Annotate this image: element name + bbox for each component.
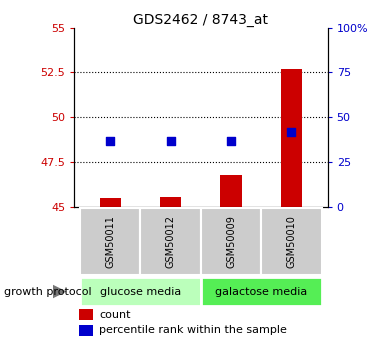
- Bar: [220, 175, 241, 207]
- Text: growth protocol: growth protocol: [4, 287, 92, 296]
- Point: [288, 129, 294, 135]
- Bar: [100, 198, 121, 207]
- Text: glucose media: glucose media: [100, 287, 181, 296]
- Text: percentile rank within the sample: percentile rank within the sample: [99, 325, 287, 335]
- Text: galactose media: galactose media: [215, 287, 307, 296]
- Bar: [281, 69, 302, 207]
- Bar: [80, 277, 201, 306]
- Text: count: count: [99, 310, 131, 320]
- Bar: [80, 208, 140, 275]
- Bar: [201, 208, 261, 275]
- Bar: [201, 277, 322, 306]
- Text: GSM50011: GSM50011: [105, 215, 115, 268]
- Bar: [140, 208, 201, 275]
- Bar: [79, 309, 93, 320]
- Polygon shape: [53, 285, 67, 298]
- Bar: [79, 325, 93, 336]
- Text: GSM50009: GSM50009: [226, 215, 236, 268]
- Bar: [261, 208, 322, 275]
- Point: [228, 138, 234, 144]
- Text: GSM50010: GSM50010: [286, 215, 296, 268]
- Point: [107, 138, 113, 144]
- Title: GDS2462 / 8743_at: GDS2462 / 8743_at: [133, 12, 268, 27]
- Bar: [160, 197, 181, 207]
- Point: [168, 138, 174, 144]
- Text: GSM50012: GSM50012: [166, 215, 176, 268]
